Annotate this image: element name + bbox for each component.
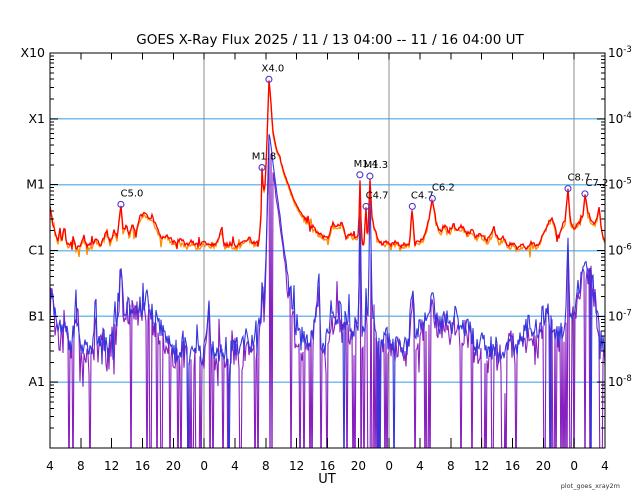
flare-label: C4.7 bbox=[411, 190, 434, 201]
y-right-label: 10-3 bbox=[608, 45, 632, 60]
y-right-label: 10-4 bbox=[608, 111, 632, 126]
y-left-label: A1 bbox=[28, 374, 45, 389]
x-tick-label: 12 bbox=[104, 459, 119, 473]
flare-marker bbox=[265, 75, 273, 83]
flare-marker bbox=[366, 172, 374, 180]
flare-label: X4.0 bbox=[262, 63, 285, 74]
x-tick-label: 0 bbox=[385, 459, 393, 473]
flare-label: C8.7 bbox=[568, 173, 591, 184]
chart-title: GOES X-Ray Flux 2025 / 11 / 13 04:00 -- … bbox=[136, 32, 524, 48]
flux-curves bbox=[50, 80, 605, 448]
decade-gridlines bbox=[50, 118, 605, 383]
x-tick-label: 8 bbox=[447, 459, 455, 473]
xray-long-secondary-curve bbox=[50, 82, 605, 258]
flare-marker bbox=[581, 190, 589, 198]
axes bbox=[49, 52, 606, 449]
flare-marker bbox=[428, 194, 436, 203]
flare-label: C6.2 bbox=[432, 182, 455, 193]
x-tick-label: 12 bbox=[474, 459, 489, 473]
x-tick-label: 8 bbox=[77, 459, 85, 473]
x-tick-label: 4 bbox=[46, 459, 54, 473]
flare-label: M1.8 bbox=[252, 152, 277, 163]
flare-marker bbox=[117, 200, 125, 208]
x-tick-label: 8 bbox=[262, 459, 270, 473]
flare-label: M1.3 bbox=[364, 160, 389, 171]
x-tick-label: 4 bbox=[416, 459, 424, 473]
axis-labels: X10 X1 M1 C1 B1 A1 10-3 10-4 10-5 10-6 10-7 10-8 4 8 1… bbox=[21, 45, 632, 473]
flare-marker bbox=[564, 185, 572, 193]
flare-label: C7.2 bbox=[586, 178, 609, 189]
xray-short-primary-curve bbox=[50, 134, 605, 448]
x-tick-label: 20 bbox=[166, 459, 181, 473]
y-left-label: X10 bbox=[21, 45, 46, 60]
flare-label: M1.4 bbox=[354, 159, 379, 170]
flare-marker bbox=[258, 164, 266, 172]
x-tick-label: 0 bbox=[570, 459, 578, 473]
x-tick-label: 16 bbox=[135, 459, 150, 473]
watermark: plot_goes_xray2m bbox=[560, 482, 620, 490]
flare-marker bbox=[356, 171, 364, 179]
y-left-label: B1 bbox=[28, 308, 45, 323]
x-axis-title: UT bbox=[318, 472, 336, 487]
flare-marker bbox=[362, 202, 370, 210]
y-right-label: 10-8 bbox=[608, 374, 632, 389]
x-tick-label: 0 bbox=[200, 459, 208, 473]
flare-label: C5.0 bbox=[120, 188, 143, 199]
flare-label: C4.7 bbox=[366, 190, 389, 201]
flare-marker bbox=[408, 202, 416, 210]
x-tick-label: 12 bbox=[289, 459, 304, 473]
x-tick-label: 16 bbox=[505, 459, 520, 473]
x-tick-label: 20 bbox=[536, 459, 551, 473]
x-tick-label: 4 bbox=[601, 459, 609, 473]
x-tick-label: 16 bbox=[320, 459, 335, 473]
y-right-label: 10-7 bbox=[608, 308, 632, 323]
x-tick-label: 20 bbox=[351, 459, 366, 473]
xray-long-primary-curve bbox=[50, 80, 605, 251]
x-tick-label: 4 bbox=[231, 459, 239, 473]
y-left-label: C1 bbox=[28, 243, 45, 258]
y-left-label: X1 bbox=[28, 111, 45, 126]
y-left-label: M1 bbox=[26, 177, 45, 192]
y-right-label: 10-5 bbox=[608, 177, 632, 192]
flare-annotations: C5.0M1.8X4.0M1.4C4.7M1.3C4.7C6.2C8.7C7.2 bbox=[117, 63, 609, 210]
y-right-label: 10-6 bbox=[608, 243, 632, 258]
